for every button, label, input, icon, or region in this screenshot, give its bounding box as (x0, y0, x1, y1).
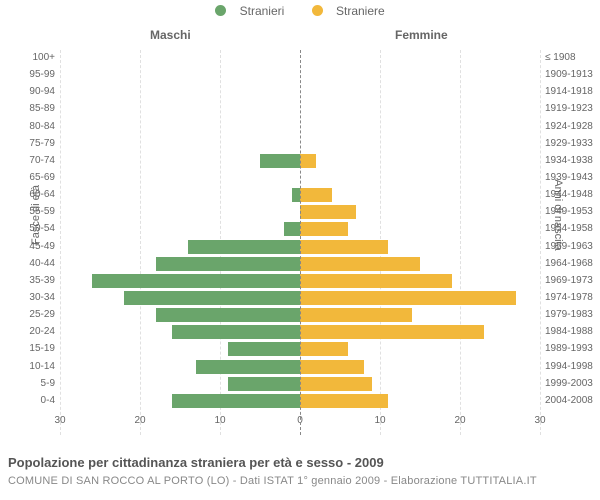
plot-area (60, 50, 540, 435)
birth-year-label: 2004-2008 (545, 395, 600, 406)
x-tick-label: 30 (534, 415, 545, 426)
bar-female (300, 240, 388, 254)
bar-female (300, 257, 420, 271)
birth-year-label: 1934-1938 (545, 155, 600, 166)
center-axis-line (300, 50, 301, 435)
age-label: 90-94 (0, 86, 55, 97)
bar-female (300, 222, 348, 236)
grid-line (540, 50, 541, 435)
bar-female (300, 394, 388, 408)
bar-male (284, 222, 300, 236)
age-label: 100+ (0, 52, 55, 63)
age-label: 35-39 (0, 275, 55, 286)
bar-female (300, 342, 348, 356)
legend-swatch-male (215, 5, 226, 16)
age-label: 45-49 (0, 241, 55, 252)
caption-sub: COMUNE DI SAN ROCCO AL PORTO (LO) - Dati… (8, 475, 537, 487)
age-label: 15-19 (0, 343, 55, 354)
bar-female (300, 205, 356, 219)
legend-swatch-female (312, 5, 323, 16)
birth-year-label: 1969-1973 (545, 275, 600, 286)
age-label: 95-99 (0, 69, 55, 80)
bar-female (300, 377, 372, 391)
bar-male (292, 188, 300, 202)
age-label: 50-54 (0, 223, 55, 234)
birth-year-label: 1949-1953 (545, 206, 600, 217)
age-label: 40-44 (0, 258, 55, 269)
bar-male (172, 394, 300, 408)
birth-year-label: 1924-1928 (545, 121, 600, 132)
bar-male (156, 257, 300, 271)
bar-female (300, 291, 516, 305)
age-label: 10-14 (0, 361, 55, 372)
bar-male (124, 291, 300, 305)
bar-male (260, 154, 300, 168)
birth-year-label: 1939-1943 (545, 172, 600, 183)
age-label: 25-29 (0, 309, 55, 320)
age-label: 85-89 (0, 103, 55, 114)
caption-title: Popolazione per cittadinanza straniera p… (8, 455, 384, 470)
birth-year-label: 1974-1978 (545, 292, 600, 303)
birth-year-label: 1929-1933 (545, 138, 600, 149)
legend-item-female: Straniere (306, 4, 391, 18)
x-tick-label: 10 (374, 415, 385, 426)
bar-male (172, 325, 300, 339)
bar-male (196, 360, 300, 374)
age-label: 75-79 (0, 138, 55, 149)
age-label: 5-9 (0, 378, 55, 389)
age-label: 30-34 (0, 292, 55, 303)
bar-female (300, 274, 452, 288)
birth-year-label: 1914-1918 (545, 86, 600, 97)
x-tick-label: 20 (134, 415, 145, 426)
bar-male (228, 342, 300, 356)
bar-male (188, 240, 300, 254)
legend-label-male: Stranieri (240, 4, 285, 18)
age-label: 60-64 (0, 189, 55, 200)
birth-year-label: 1954-1958 (545, 223, 600, 234)
bar-female (300, 154, 316, 168)
age-label: 0-4 (0, 395, 55, 406)
birth-year-label: 1979-1983 (545, 309, 600, 320)
birth-year-label: 1994-1998 (545, 361, 600, 372)
bar-female (300, 188, 332, 202)
legend: Stranieri Straniere (0, 4, 600, 18)
birth-year-label: 1909-1913 (545, 69, 600, 80)
x-tick-label: 10 (214, 415, 225, 426)
age-label: 70-74 (0, 155, 55, 166)
age-label: 55-59 (0, 206, 55, 217)
birth-year-label: ≤ 1908 (545, 52, 600, 63)
age-label: 80-84 (0, 121, 55, 132)
bar-female (300, 308, 412, 322)
birth-year-label: 1989-1993 (545, 343, 600, 354)
header-male: Maschi (150, 28, 191, 42)
bar-male (228, 377, 300, 391)
birth-year-label: 1999-2003 (545, 378, 600, 389)
age-label: 65-69 (0, 172, 55, 183)
birth-year-label: 1919-1923 (545, 103, 600, 114)
legend-item-male: Stranieri (209, 4, 293, 18)
birth-year-label: 1959-1963 (545, 241, 600, 252)
birth-year-label: 1944-1948 (545, 189, 600, 200)
header-female: Femmine (395, 28, 448, 42)
birth-year-label: 1984-1988 (545, 326, 600, 337)
x-tick-label: 30 (54, 415, 65, 426)
legend-label-female: Straniere (336, 4, 385, 18)
pyramid-chart: Stranieri Straniere Maschi Femmine Fasce… (0, 0, 600, 500)
bar-female (300, 325, 484, 339)
birth-year-label: 1964-1968 (545, 258, 600, 269)
x-tick-label: 20 (454, 415, 465, 426)
age-label: 20-24 (0, 326, 55, 337)
bar-male (92, 274, 300, 288)
bar-male (156, 308, 300, 322)
bar-female (300, 360, 364, 374)
